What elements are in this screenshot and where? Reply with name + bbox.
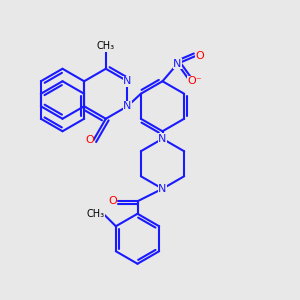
Text: N: N [123, 101, 132, 111]
Text: O: O [85, 135, 94, 146]
Text: N: N [158, 134, 167, 144]
Text: CH₃: CH₃ [87, 209, 105, 219]
Text: N: N [158, 184, 167, 194]
Text: CH₃: CH₃ [97, 41, 115, 51]
Text: N: N [173, 59, 182, 69]
Text: O: O [196, 51, 204, 61]
Text: O: O [108, 196, 117, 206]
Text: N: N [123, 76, 132, 86]
Text: O⁻: O⁻ [188, 76, 202, 86]
